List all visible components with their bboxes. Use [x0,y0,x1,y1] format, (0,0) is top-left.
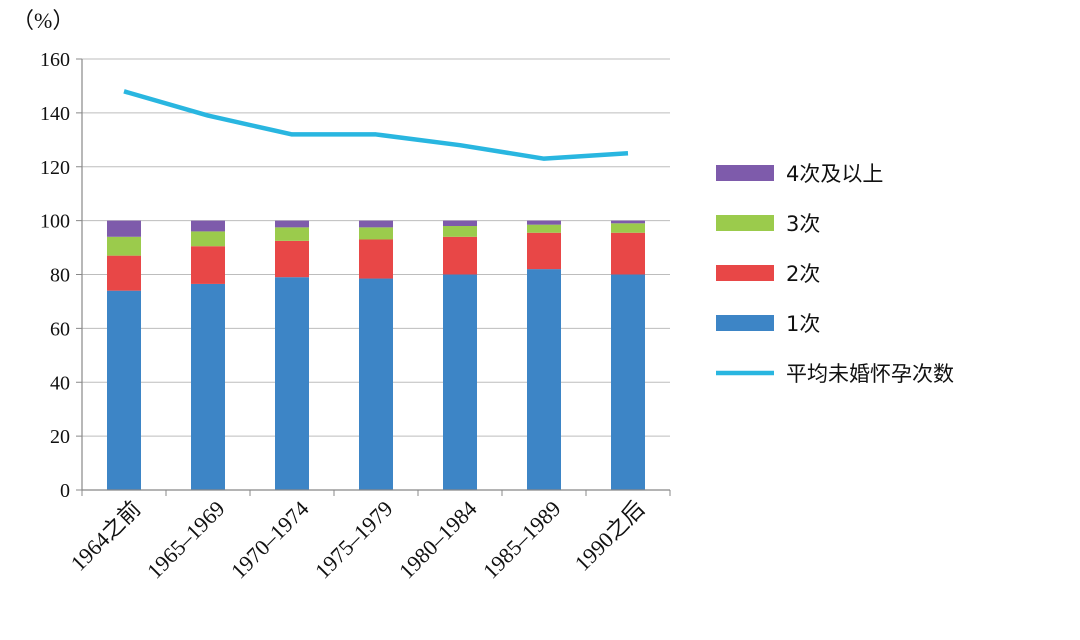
bar-segment-1 [527,232,561,270]
y-tick-label: 80 [50,265,70,287]
legend-label: 1次 [786,312,820,336]
bar-segment-1 [275,240,309,278]
bar-segment-2 [275,227,309,241]
bar-segment-2 [359,227,393,240]
legend-swatch [716,215,774,231]
bar-segment-1 [359,239,393,279]
x-tick-label: 1990之后 [570,496,650,576]
bar-segment-1 [611,232,645,275]
legend-label: 平均未婚怀孕次数 [786,362,954,386]
y-tick-label: 20 [50,426,70,448]
x-tick-label: 1975–1979 [310,496,398,584]
legend-swatch [716,165,774,181]
y-tick-label: 120 [40,157,70,179]
legend-swatch [716,315,774,331]
x-tick-label: 1980–1984 [394,496,482,584]
bar-segment-3 [275,220,309,228]
average-line-path [123,89,629,161]
bar-segment-2 [527,224,561,233]
bar-segment-2 [443,226,477,237]
y-tick-label: 40 [50,372,70,394]
bar-segment-0 [107,290,141,490]
legend-swatch [716,265,774,281]
legend-label: 3次 [786,212,820,236]
average-line [123,89,629,161]
legend-label: 2次 [786,262,820,286]
y-unit-label: （%） [12,8,74,33]
bar-segment-3 [611,220,645,224]
bar-segment-2 [611,223,645,233]
x-tick-label: 1964之前 [66,496,146,576]
bar-segment-0 [359,278,393,490]
bar-segment-2 [191,231,225,247]
bar-segment-0 [275,277,309,490]
axes [81,59,671,496]
x-tick-labels: 1964之前1965–19691970–19741975–19791980–19… [66,496,650,584]
bar-segment-3 [359,220,393,228]
bar-segment-0 [611,274,645,490]
bar-segment-3 [107,220,141,237]
x-tick-label: 1985–1989 [478,496,566,584]
x-tick-label: 1965–1969 [142,496,230,584]
bar-segment-2 [107,236,141,256]
y-tick-label: 160 [40,49,70,71]
bar-segment-3 [443,220,477,227]
legend-label: 4次及以上 [786,162,883,186]
bar-segment-0 [443,274,477,490]
bar-segment-1 [191,246,225,284]
y-tick-label: 60 [50,318,70,340]
bar-segment-0 [527,269,561,490]
bar-segment-1 [443,236,477,275]
y-tick-label: 100 [40,211,70,233]
y-tick-label: 0 [60,480,70,502]
bars [107,220,645,490]
y-tick-labels: 0 20 40 60 80 100 120 140 160 [40,49,70,502]
bar-segment-1 [107,255,141,291]
bar-segment-0 [191,283,225,490]
x-tick-label: 1970–1974 [226,496,314,584]
bar-segment-3 [191,220,225,232]
y-tick-label: 140 [40,103,70,125]
bar-segment-3 [527,220,561,225]
